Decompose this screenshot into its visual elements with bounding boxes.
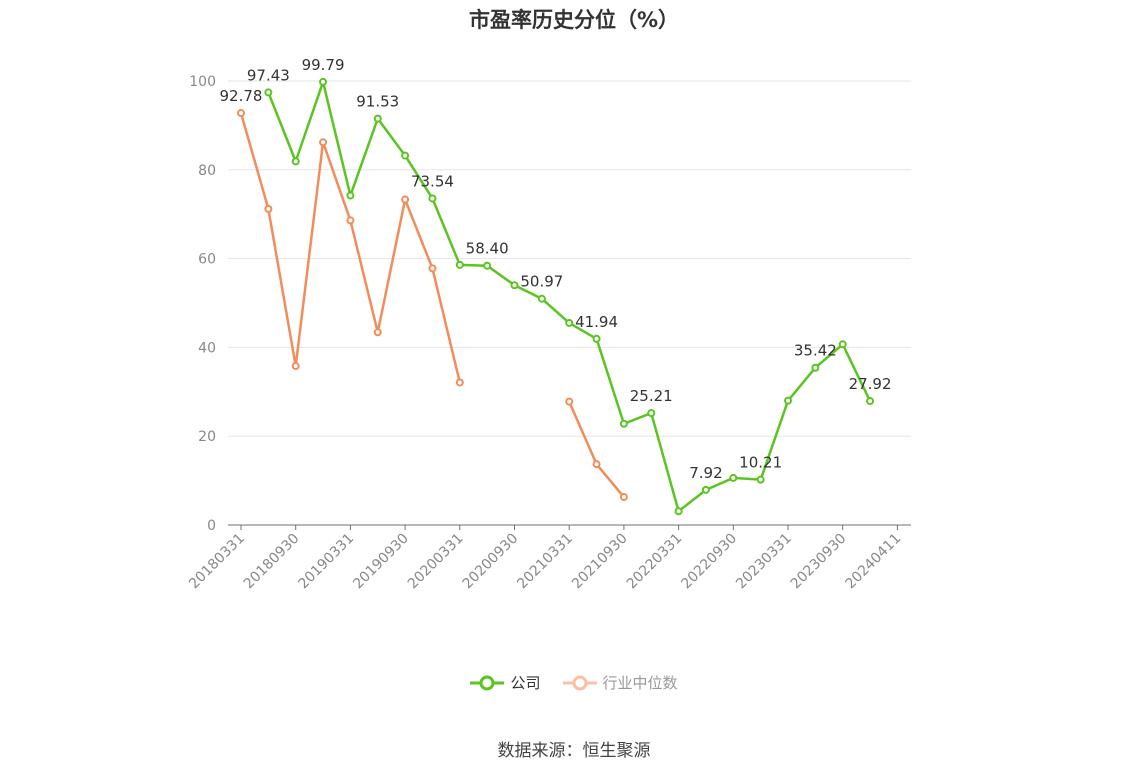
data-point-company [401, 151, 410, 160]
data-point-industry-median [291, 362, 300, 371]
x-tick-label: 20240411 [843, 531, 905, 593]
data-label-company: 27.92 [849, 375, 892, 393]
data-point-industry-median [428, 264, 437, 273]
data-point-company [428, 194, 437, 203]
series-line-company [267, 80, 872, 513]
data-point-industry-median [619, 493, 628, 502]
data-point-industry-median [264, 204, 273, 213]
y-tick-label: 100 [189, 74, 216, 90]
data-point-company [592, 334, 601, 343]
x-tick-label: 20190331 [296, 531, 358, 593]
data-point-company [838, 340, 847, 349]
x-tick-label: 20190930 [350, 531, 412, 593]
data-label-company: 25.21 [630, 387, 673, 405]
data-label-company: 99.79 [302, 56, 345, 74]
data-point-industry-median [565, 397, 574, 406]
legend-industry-median-label: 行业中位数 [602, 674, 678, 692]
axes: 0 20 40 60 80 100 2018033120180930201903312019… [186, 74, 911, 592]
x-tick-label: 20230331 [733, 531, 795, 593]
x-tick-label: 20210331 [514, 531, 576, 593]
x-tick-label: 20220331 [624, 531, 686, 593]
x-tick-label: 20200930 [460, 531, 522, 593]
data-point-industry-median [455, 378, 464, 387]
x-tick-label: 20180331 [186, 531, 248, 593]
legend-item-industry-median[interactable]: 行业中位数 [562, 672, 678, 693]
data-point-company [319, 77, 328, 86]
y-tick-label: 20 [198, 429, 216, 445]
data-point-company [346, 191, 355, 200]
data-point-company [455, 260, 464, 269]
x-tick-label: 20220930 [678, 531, 740, 593]
data-point-company [510, 281, 519, 290]
data-label-company: 7.92 [689, 464, 722, 482]
data-source-note: 数据来源：恒生聚源 [497, 741, 651, 761]
data-point-company [701, 485, 710, 494]
chart-title: 市盈率历史分位（%） [468, 8, 680, 32]
data-point-company [291, 157, 300, 166]
data-point-company [537, 294, 546, 303]
data-point-industry-median [237, 109, 245, 118]
x-tick-label: 20200331 [405, 531, 467, 593]
data-point-industry-median [373, 328, 382, 337]
data-label-company: 41.94 [575, 313, 618, 331]
data-label-industry-median: 92.78 [220, 87, 263, 105]
x-tick-label: 20210930 [569, 531, 631, 593]
data-point-company [483, 261, 492, 270]
y-tick-label: 40 [198, 340, 216, 356]
data-point-company [674, 507, 683, 516]
legend-industry-median-icon [562, 675, 597, 690]
data-point-company [729, 473, 738, 482]
data-point-company [565, 318, 574, 327]
legend-company-icon [470, 675, 505, 690]
x-tick-label: 20180930 [241, 531, 303, 593]
series-line-industry-median [239, 112, 462, 383]
data-point-company [784, 396, 792, 405]
data-label-company: 91.53 [356, 93, 399, 111]
data-label-company: 73.54 [411, 172, 454, 190]
y-tick-label: 0 [207, 518, 216, 534]
grid-lines [228, 80, 911, 437]
legend: 公司 行业中位数 [0, 672, 1148, 693]
data-point-company [756, 475, 765, 484]
data-point-company [866, 397, 875, 406]
data-labels: 97.43 99.79 91.53 73.54 58.40 50.97 41.94 25.21… [220, 56, 892, 482]
data-label-company: 50.97 [520, 273, 563, 291]
data-point-company [647, 409, 656, 418]
data-point-industry-median [346, 216, 355, 225]
data-label-company: 10.21 [739, 454, 782, 472]
data-label-company: 58.40 [466, 240, 509, 258]
x-tick-label: 20230930 [788, 531, 850, 593]
data-point-industry-median [401, 195, 410, 204]
y-tick-label: 80 [198, 163, 216, 179]
legend-item-company[interactable]: 公司 [470, 672, 541, 693]
data-point-company [373, 114, 382, 123]
series-line-industry-median [568, 401, 625, 498]
data-point-company [264, 88, 273, 97]
y-tick-label: 60 [198, 252, 216, 268]
data-point-industry-median [319, 138, 328, 147]
data-point-company [619, 419, 628, 428]
data-point-company [811, 363, 820, 372]
data-label-company: 97.43 [247, 66, 290, 84]
data-label-company: 35.42 [794, 342, 837, 360]
data-point-industry-median [592, 460, 601, 469]
legend-company-label: 公司 [510, 674, 541, 692]
series-lines [237, 77, 875, 516]
